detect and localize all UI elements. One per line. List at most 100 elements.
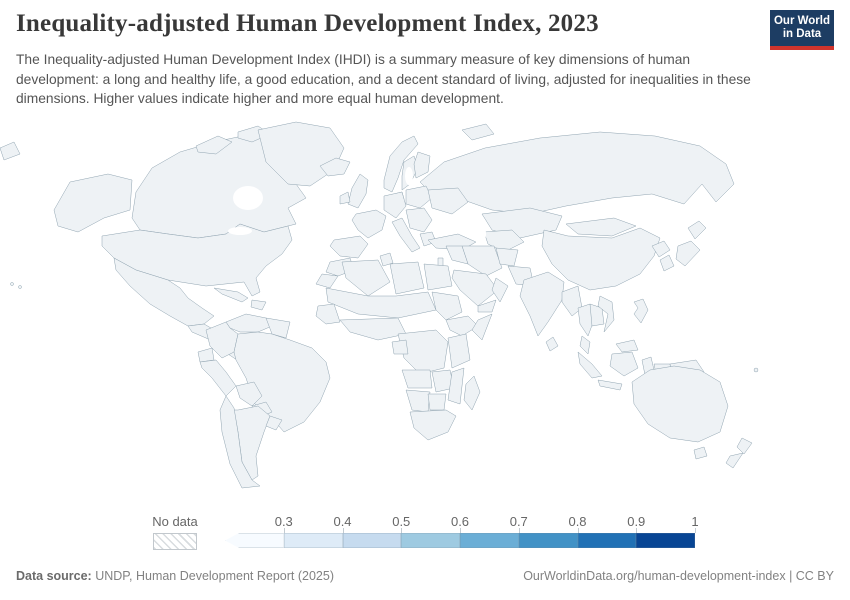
country-sri-lanka[interactable] xyxy=(545,336,559,352)
country-new-zealand-north[interactable] xyxy=(736,437,753,455)
country-france[interactable] xyxy=(351,209,387,239)
country-finland[interactable] xyxy=(413,151,431,179)
country-madagascar[interactable] xyxy=(463,375,481,411)
legend-bin-1[interactable] xyxy=(283,533,343,548)
legend-tick-label: 0.5 xyxy=(392,514,411,529)
country-laos-cambodia[interactable] xyxy=(589,303,605,327)
country-algeria[interactable] xyxy=(341,259,391,297)
country-fiji[interactable] xyxy=(753,367,759,373)
data-source-text: UNDP, Human Development Report (2025) xyxy=(91,569,334,583)
baltic-sea xyxy=(405,167,413,185)
country-iceland[interactable] xyxy=(319,157,351,177)
country-borneo[interactable] xyxy=(609,351,639,377)
country-united-kingdom[interactable] xyxy=(347,173,369,209)
country-yemen[interactable] xyxy=(477,299,497,313)
country-mexico[interactable] xyxy=(113,257,215,327)
legend-tick-mark xyxy=(401,528,403,533)
country-svalbard[interactable] xyxy=(461,123,495,141)
legend-bin-2[interactable] xyxy=(342,533,402,548)
country-thailand[interactable] xyxy=(577,303,595,337)
country-myanmar[interactable] xyxy=(561,285,583,317)
legend-tick-mark xyxy=(695,528,696,533)
country-china[interactable] xyxy=(541,227,661,291)
country-south-africa[interactable] xyxy=(409,409,457,441)
country-alaska[interactable] xyxy=(53,173,133,233)
country-south-korea[interactable] xyxy=(659,254,675,272)
country-japan-hokkaido[interactable] xyxy=(687,220,707,240)
country-iraq-syria[interactable] xyxy=(445,245,469,265)
country-guianas[interactable] xyxy=(265,317,291,339)
country-gabon[interactable] xyxy=(391,339,409,355)
country-canada-arctic-1[interactable] xyxy=(195,135,233,155)
legend-bin-4[interactable] xyxy=(460,533,519,548)
country-russia-chukotka[interactable] xyxy=(0,141,21,161)
legend-bin-6[interactable] xyxy=(577,533,637,548)
country-oman-uae[interactable] xyxy=(491,277,509,303)
legend-bin-5[interactable] xyxy=(518,533,578,548)
country-west-africa-coast[interactable] xyxy=(339,317,407,341)
country-afghanistan[interactable] xyxy=(495,247,519,267)
legend-bin-0[interactable] xyxy=(225,533,284,548)
country-bolivia[interactable] xyxy=(235,381,263,407)
country-botswana[interactable] xyxy=(427,393,447,411)
country-libya[interactable] xyxy=(389,261,425,295)
country-kenya-tanzania[interactable] xyxy=(447,333,471,369)
no-data-swatch[interactable] xyxy=(153,533,197,550)
country-germany-central-europe[interactable] xyxy=(383,191,407,219)
country-norway[interactable] xyxy=(383,135,419,193)
country-hawaii-2[interactable] xyxy=(18,285,22,289)
country-senegal-guinea[interactable] xyxy=(315,303,341,325)
country-sahel-band[interactable] xyxy=(325,287,437,319)
country-north-korea[interactable] xyxy=(651,240,671,258)
country-java[interactable] xyxy=(597,379,623,391)
no-data-label: No data xyxy=(152,514,198,529)
country-tasmania[interactable] xyxy=(693,446,708,460)
country-mongolia[interactable] xyxy=(565,217,637,237)
legend-bin-3[interactable] xyxy=(401,533,460,548)
country-sumatra[interactable] xyxy=(577,351,603,379)
country-ecuador[interactable] xyxy=(197,347,215,363)
country-vietnam[interactable] xyxy=(597,295,615,333)
country-uruguay[interactable] xyxy=(265,415,283,431)
country-malaysia-borneo[interactable] xyxy=(615,339,639,353)
country-ireland[interactable] xyxy=(339,191,351,205)
country-tunisia[interactable] xyxy=(379,252,394,267)
country-chile[interactable] xyxy=(219,395,261,489)
legend-tick-label: 0.6 xyxy=(450,514,470,529)
owid-logo[interactable]: Our World in Data xyxy=(770,10,834,50)
country-somalia[interactable] xyxy=(471,313,493,341)
country-angola[interactable] xyxy=(401,369,433,389)
country-venezuela[interactable] xyxy=(225,313,273,333)
country-new-zealand-south[interactable] xyxy=(725,452,744,469)
country-poland-baltics[interactable] xyxy=(405,185,433,209)
country-peru[interactable] xyxy=(199,359,237,397)
country-italy[interactable] xyxy=(391,217,421,253)
chart-subtitle: The Inequality-adjusted Human Developmen… xyxy=(16,52,751,107)
country-namibia[interactable] xyxy=(405,389,431,413)
legend-bin-7[interactable] xyxy=(636,533,695,548)
country-malaysia-peninsula[interactable] xyxy=(579,335,591,355)
caspian-sea xyxy=(474,223,486,245)
country-mozambique[interactable] xyxy=(447,367,465,405)
country-hawaii[interactable] xyxy=(10,282,14,286)
country-ukraine-belarus[interactable] xyxy=(427,187,469,215)
data-source-label: Data source: xyxy=(16,569,92,583)
country-japan-honshu[interactable] xyxy=(675,240,701,267)
country-ethiopia[interactable] xyxy=(445,315,479,337)
country-cuba[interactable] xyxy=(213,287,249,303)
logo-line-2: in Data xyxy=(782,28,822,40)
country-central-africa[interactable] xyxy=(397,329,449,375)
legend-tick-mark xyxy=(460,528,461,533)
owid-link[interactable]: OurWorldinData.org/human-development-ind… xyxy=(523,569,834,583)
country-western-sahara[interactable] xyxy=(315,273,339,289)
country-russia[interactable] xyxy=(419,131,735,215)
country-sudan[interactable] xyxy=(431,291,463,321)
country-philippines[interactable] xyxy=(633,298,649,324)
country-iberia[interactable] xyxy=(329,235,369,259)
country-australia[interactable] xyxy=(631,365,729,443)
country-india[interactable] xyxy=(519,271,565,337)
country-egypt[interactable] xyxy=(423,263,453,291)
legend-tick-label: 0.8 xyxy=(568,514,587,529)
country-balkans[interactable] xyxy=(405,207,433,233)
country-hispaniola[interactable] xyxy=(250,299,267,311)
